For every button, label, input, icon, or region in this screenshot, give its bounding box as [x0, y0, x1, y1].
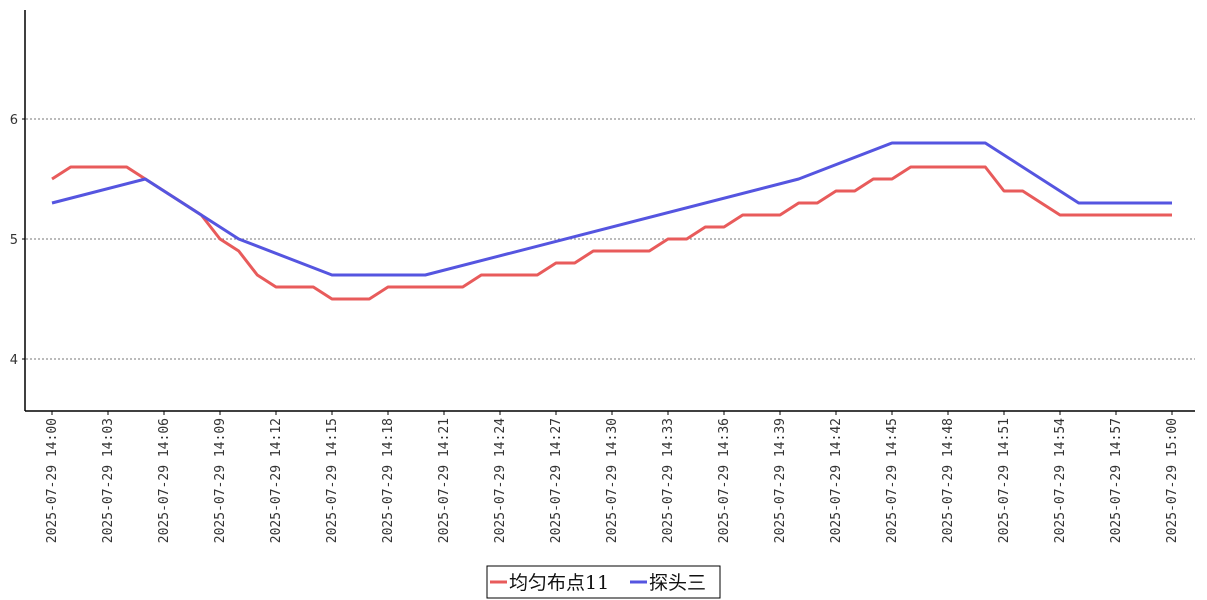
- y-tick-label-1: 5: [10, 233, 18, 248]
- series-lines: [51, 141, 1172, 301]
- x-tick-label-0: 2025-07-29 14:00: [45, 418, 60, 543]
- axes: [24, 10, 1195, 412]
- x-tick-label-19: 2025-07-29 14:57: [1109, 418, 1124, 543]
- x-tick-label-16: 2025-07-29 14:48: [941, 418, 956, 543]
- legend-box: [486, 565, 721, 599]
- series-line-0: [51, 165, 1172, 301]
- x-tick-label-17: 2025-07-29 14:51: [997, 418, 1012, 543]
- legend-label-series-1: 探头三: [649, 572, 706, 594]
- x-tick-label-10: 2025-07-29 14:30: [605, 418, 620, 543]
- grid-lines: [26, 118, 1195, 360]
- x-tick-label-6: 2025-07-29 14:18: [381, 418, 396, 543]
- x-tick-label-20: 2025-07-29 15:00: [1165, 418, 1180, 543]
- x-tick-label-13: 2025-07-29 14:39: [773, 418, 788, 543]
- x-tick-label-12: 2025-07-29 14:36: [717, 418, 732, 543]
- legend-label-series-0: 均匀布点11: [509, 572, 609, 594]
- x-tick-label-15: 2025-07-29 14:45: [885, 418, 900, 543]
- x-tick-label-11: 2025-07-29 14:33: [661, 418, 676, 543]
- x-tick-label-4: 2025-07-29 14:12: [269, 418, 284, 543]
- x-tick-label-9: 2025-07-29 14:27: [549, 418, 564, 543]
- x-tick-label-18: 2025-07-29 14:54: [1053, 418, 1068, 543]
- x-tick-labels: 2025-07-29 14:00 2025-07-29 14:03 2025-07-…: [45, 411, 1180, 543]
- x-tick-label-1: 2025-07-29 14:03: [101, 418, 116, 543]
- x-tick-label-2: 2025-07-29 14:06: [157, 418, 172, 543]
- x-tick-label-7: 2025-07-29 14:21: [437, 418, 452, 543]
- x-tick-label-8: 2025-07-29 14:24: [493, 418, 508, 543]
- legend: 均匀布点11 探头三: [486, 565, 721, 599]
- x-tick-label-14: 2025-07-29 14:42: [829, 418, 844, 543]
- y-tick-labels: 4 5 6: [10, 113, 25, 368]
- x-tick-label-3: 2025-07-29 14:09: [213, 418, 228, 543]
- y-tick-label-2: 6: [10, 113, 18, 128]
- series-line-1: [51, 141, 1172, 277]
- y-tick-label-0: 4: [10, 353, 18, 368]
- x-tick-label-5: 2025-07-29 14:15: [325, 418, 340, 543]
